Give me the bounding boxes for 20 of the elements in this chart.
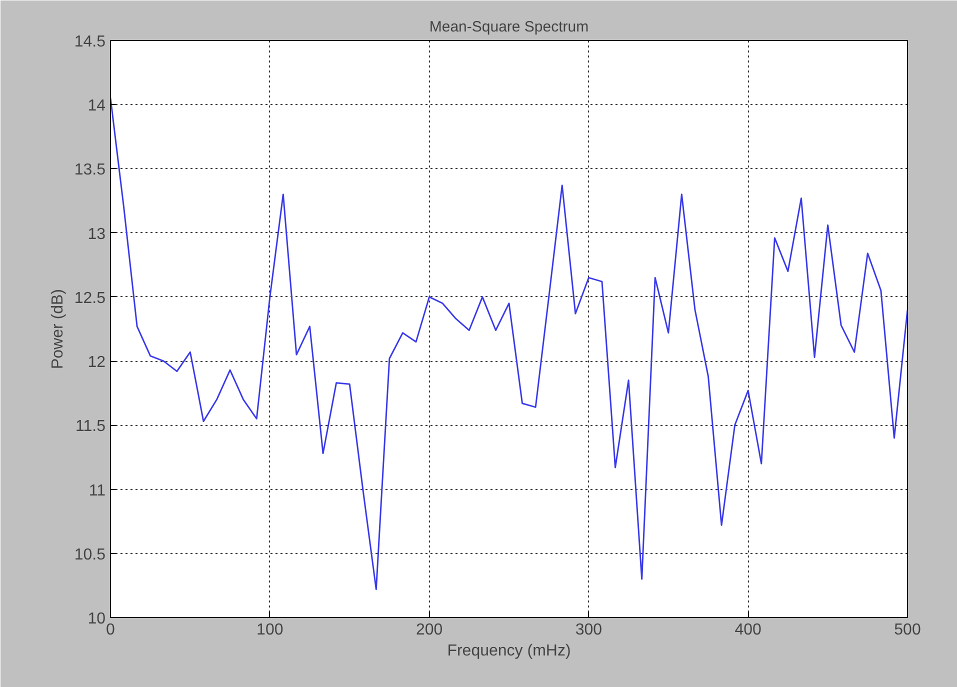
x-tick-label: 400 [734, 622, 762, 638]
line-series [110, 97, 908, 590]
x-tick-label: 0 [106, 622, 116, 638]
y-tick-label: 12.5 [74, 290, 106, 307]
y-tick-label: 11.5 [76, 418, 106, 436]
x-axis-title: Frequency (mHz) [447, 642, 571, 660]
y-tick-label: 14.5 [74, 34, 106, 50]
x-tick-label: 300 [575, 622, 602, 638]
y-tick-label: 11 [88, 482, 106, 500]
y-axis-title: Power (dB) [49, 288, 66, 370]
y-tick-label: 13.5 [74, 162, 106, 179]
y-tick-label: 14 [88, 98, 106, 115]
x-tick-label: 500 [894, 622, 921, 638]
chart-title: Mean-Square Spectrum [429, 18, 589, 36]
x-tick-label: 100 [256, 622, 284, 638]
x-tick-label: 200 [416, 622, 443, 638]
y-tick-label: 13 [88, 226, 106, 243]
y-tick-label: 12 [88, 354, 106, 372]
y-tick-label: 10.5 [74, 546, 106, 564]
y-tick-label: 10 [88, 610, 106, 628]
